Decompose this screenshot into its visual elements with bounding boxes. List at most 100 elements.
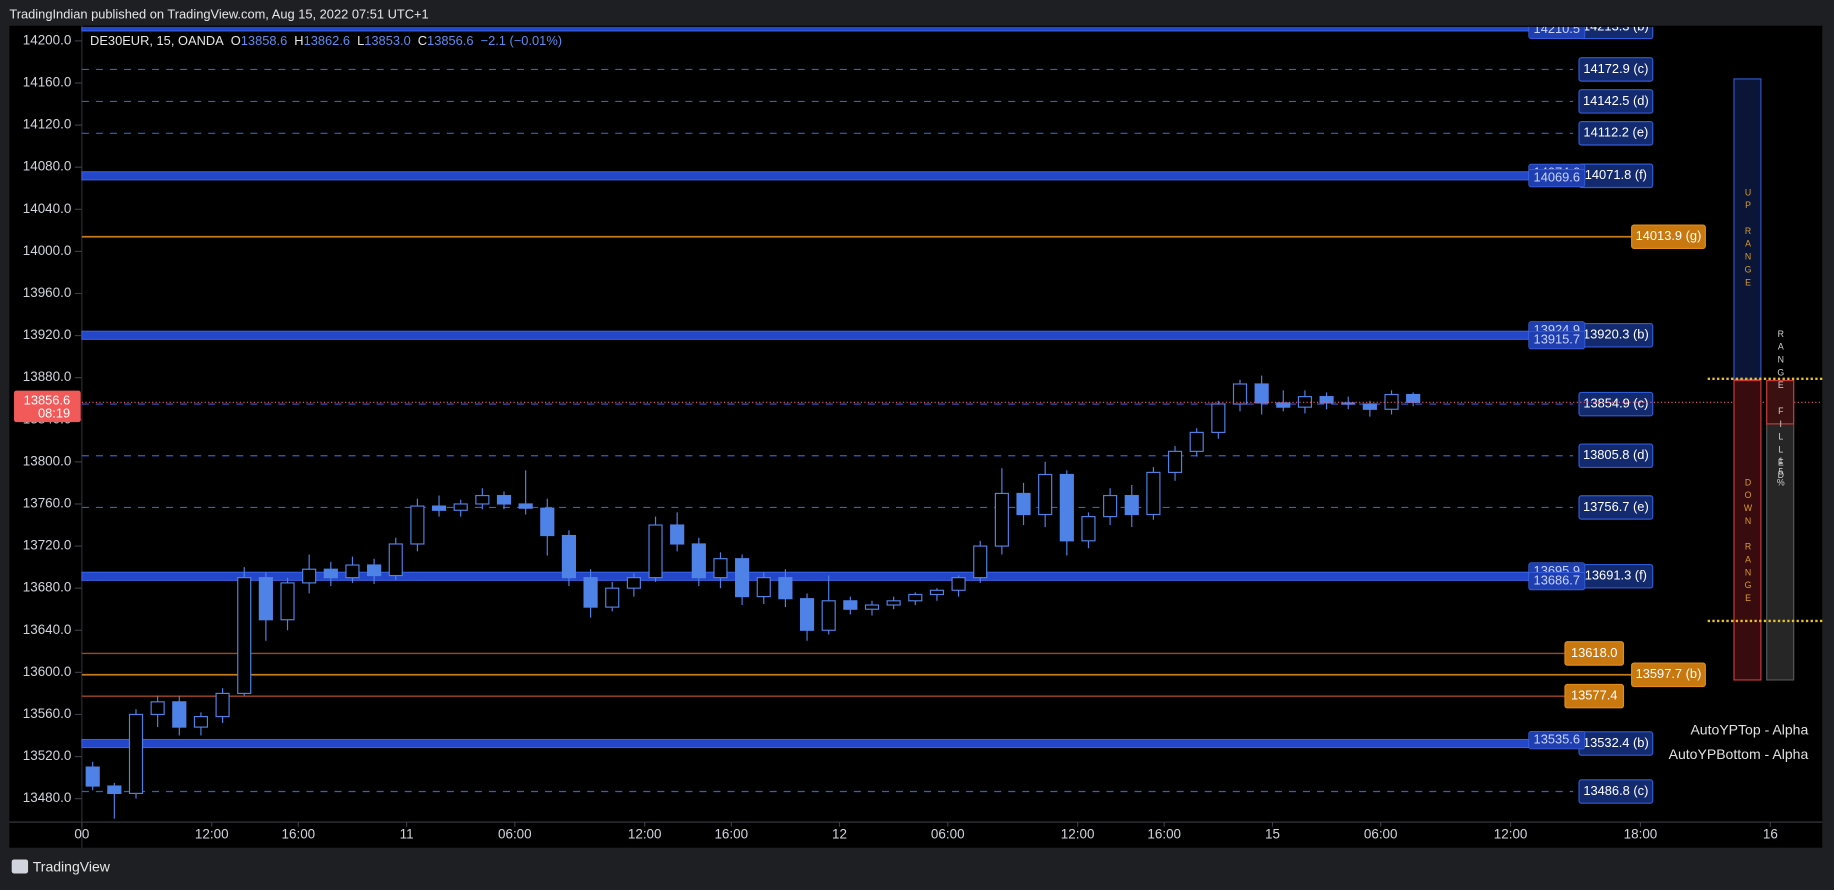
candle-body — [994, 492, 1009, 547]
x-tick-label: 12:00 — [1494, 826, 1528, 841]
x-tick-label: 11 — [400, 826, 414, 841]
y-tick-label: 14200.0 — [23, 32, 72, 47]
x-tick-label: 06:00 — [1364, 826, 1398, 841]
legend-change: −2.1 (−0.01%) — [481, 33, 563, 48]
y-tick-label: 14040.0 — [23, 201, 72, 216]
candle-body — [280, 582, 295, 621]
candle-body — [496, 494, 512, 505]
band-tag — [1528, 731, 1586, 750]
up-range-text: UP RANGE — [1742, 187, 1754, 290]
candle-body — [518, 503, 533, 509]
candle-body — [258, 577, 273, 621]
level-label: 13854.9 (c) — [1583, 395, 1648, 410]
candle-body — [821, 600, 836, 631]
level-label: 13618.0 — [1571, 645, 1617, 660]
level-badge — [1578, 26, 1654, 40]
level-label: 13486.8 (c) — [1583, 783, 1648, 798]
candle-body — [540, 507, 555, 537]
candle-body — [1232, 383, 1248, 405]
legend-ohlc-value: 13858.6 — [241, 33, 287, 48]
level-badge — [1578, 779, 1654, 804]
candle-body — [1211, 403, 1226, 433]
level-label: 14013.9 (g) — [1636, 228, 1702, 243]
candle-body — [799, 598, 815, 631]
level-label: 13756.7 (e) — [1583, 499, 1649, 514]
candle-body — [1362, 403, 1377, 410]
candle-body — [691, 543, 706, 579]
candle-body — [323, 568, 338, 579]
x-tick-label: 12:00 — [1061, 826, 1095, 841]
candle-body — [735, 558, 750, 598]
range-top-line — [1707, 377, 1823, 381]
band-tag — [1528, 330, 1586, 350]
candle-body — [215, 692, 230, 718]
x-tick-label: 15 — [1265, 826, 1280, 841]
level-badge — [1578, 89, 1654, 114]
down-range-box — [1733, 380, 1762, 681]
y-tick-label: 13480.0 — [23, 790, 72, 805]
candle-body — [193, 715, 209, 728]
legend-ohlc-label: C — [418, 33, 427, 48]
candle-body — [1038, 473, 1053, 516]
legend-ohlc-label: O — [231, 33, 241, 48]
candle-body — [843, 600, 858, 610]
level-band — [81, 330, 1533, 340]
level-label: 14071.8 (f) — [1585, 167, 1647, 182]
last-price-label: 13856.6 — [24, 393, 70, 408]
range-filled-part — [1766, 380, 1795, 425]
range-filled-text: RANGE FILLED — [1775, 328, 1787, 483]
y-tick-label: 13760.0 — [23, 496, 72, 511]
level-badge — [1578, 121, 1654, 146]
x-tick-label: 18:00 — [1624, 826, 1658, 841]
level-badge — [1578, 391, 1654, 417]
level-band — [81, 571, 1533, 581]
candle-body — [929, 589, 945, 596]
band-tag — [1528, 169, 1586, 188]
candle-body — [367, 564, 382, 577]
chart-background — [9, 25, 1823, 848]
candle-body — [237, 577, 252, 694]
band-tag-label: 13535.6 — [1534, 732, 1580, 747]
level-band — [81, 171, 1533, 181]
candle-body — [605, 587, 620, 608]
candle-body — [561, 534, 577, 579]
down-range-text: DOWN RANGE — [1742, 477, 1754, 606]
x-tick-label: 16:00 — [714, 826, 748, 841]
candle-body — [1167, 450, 1183, 473]
candle-body — [1297, 396, 1313, 408]
indicator-name: AutoYPBottom - Alpha — [1668, 746, 1809, 763]
candle-body — [886, 600, 901, 606]
y-tick-label: 13920.0 — [23, 327, 72, 342]
candle-body — [410, 505, 425, 545]
legend-ohlc-value: 13856.6 — [427, 33, 473, 48]
range-bottom-line — [1707, 619, 1823, 623]
candle-body — [1189, 431, 1204, 452]
level-badge — [1631, 662, 1706, 688]
candle-body — [475, 494, 490, 505]
level-badge — [1631, 224, 1706, 250]
range-filled-pct: 15% — [1775, 456, 1787, 488]
indicator-names: AutoYPTop - Alpha AutoYPBottom - Alpha — [1669, 718, 1809, 767]
candle-body — [1276, 402, 1291, 408]
level-badge — [1578, 443, 1654, 469]
legend-ohlc-value: 13853.0 — [364, 33, 410, 48]
y-tick-label: 13720.0 — [23, 538, 72, 553]
level-label: 13691.3 (f) — [1585, 568, 1647, 583]
levels: 14213.3 (b) 14172.9 (c) 14142.5 (d) 14112.2… — [81, 26, 1706, 804]
range-filled-box — [1766, 380, 1795, 681]
candle-body — [1059, 473, 1074, 542]
x-tick-label: 16:00 — [282, 826, 316, 841]
legend: DE30EUR, 15, OANDA O13858.6 H13862.6 L13853… — [90, 33, 562, 48]
level-badge — [1564, 641, 1625, 666]
candle-body — [778, 577, 793, 600]
y-tick-label: 13560.0 — [23, 706, 72, 721]
legend-ohlc-label: H — [294, 33, 303, 48]
candle-body — [1254, 383, 1269, 404]
candles — [85, 375, 1421, 819]
candle-body — [973, 545, 988, 579]
band-tag — [1528, 26, 1586, 39]
legend-symbol: DE30EUR, 15, OANDA — [90, 33, 224, 48]
y-tick-label: 14120.0 — [23, 117, 72, 132]
last-price-tag — [14, 390, 81, 423]
